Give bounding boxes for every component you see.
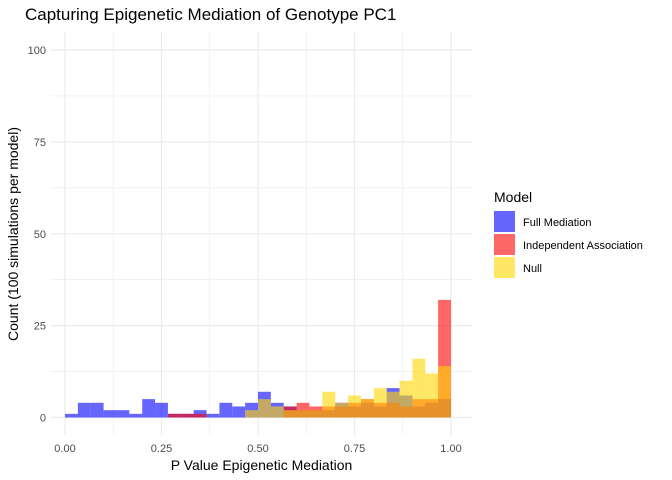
bar-null <box>258 399 271 418</box>
y-tick-label: 25 <box>34 321 46 333</box>
bar-independent-association <box>167 413 181 418</box>
bar-full-mediation <box>142 399 156 418</box>
legend-label-independent-association: Independent Association <box>523 240 643 252</box>
bar-independent-association <box>180 413 194 418</box>
bar-full-mediation <box>116 410 130 418</box>
bar-full-mediation <box>90 402 104 418</box>
bar-full-mediation <box>219 402 233 418</box>
y-tick-label: 75 <box>34 137 46 149</box>
bar-null <box>335 402 349 418</box>
x-tick-label: 0.50 <box>247 443 268 455</box>
y-tick-label: 0 <box>40 413 46 425</box>
bar-null <box>360 399 374 418</box>
bar-null <box>438 366 451 418</box>
x-tick-label: 0.00 <box>54 443 75 455</box>
bar-null <box>348 395 361 418</box>
bar-null <box>399 380 413 418</box>
bar-full-mediation <box>129 413 143 418</box>
legend-title: Model <box>494 189 532 205</box>
bar-full-mediation <box>206 413 220 418</box>
legend-key-null <box>494 257 515 278</box>
histogram-bars <box>65 299 451 418</box>
y-axis-ticks: 0 25 50 75 100 <box>28 45 46 425</box>
x-tick-label: 0.25 <box>151 443 172 455</box>
bar-null <box>309 410 323 418</box>
bar-null <box>270 406 284 418</box>
legend-label-null: Null <box>523 263 542 275</box>
y-tick-label: 100 <box>28 45 46 57</box>
chart-title: Capturing Epigenetic Mediation of Genoty… <box>25 5 396 24</box>
bar-full-mediation <box>77 402 91 418</box>
bar-full-mediation <box>65 413 78 418</box>
x-tick-label: 0.75 <box>344 443 365 455</box>
bar-null <box>322 391 336 418</box>
bar-null <box>373 388 387 418</box>
x-axis-title: P Value Epigenetic Mediation <box>171 457 353 473</box>
bar-null <box>296 410 310 418</box>
bar-full-mediation <box>103 410 117 418</box>
bar-null <box>245 410 258 418</box>
legend-label-full-mediation: Full Mediation <box>523 217 591 229</box>
y-tick-label: 50 <box>34 229 46 241</box>
grid-lines <box>51 32 472 435</box>
legend-key-full-mediation <box>494 211 515 232</box>
x-axis-ticks: 0.00 0.25 0.50 0.75 1.00 <box>54 443 461 455</box>
x-tick-label: 1.00 <box>440 443 461 455</box>
bar-null <box>412 358 426 418</box>
y-axis-title: Count (100 simulations per model) <box>5 127 21 341</box>
legend-key-independent-association <box>494 234 515 255</box>
bar-full-mediation <box>232 406 246 418</box>
bar-null <box>425 373 439 418</box>
bar-full-mediation <box>155 402 168 418</box>
bar-null <box>386 391 400 418</box>
bar-independent-association <box>193 413 207 418</box>
bar-null <box>283 410 297 418</box>
legend: Model Full Mediation Independent Associat… <box>494 189 643 278</box>
